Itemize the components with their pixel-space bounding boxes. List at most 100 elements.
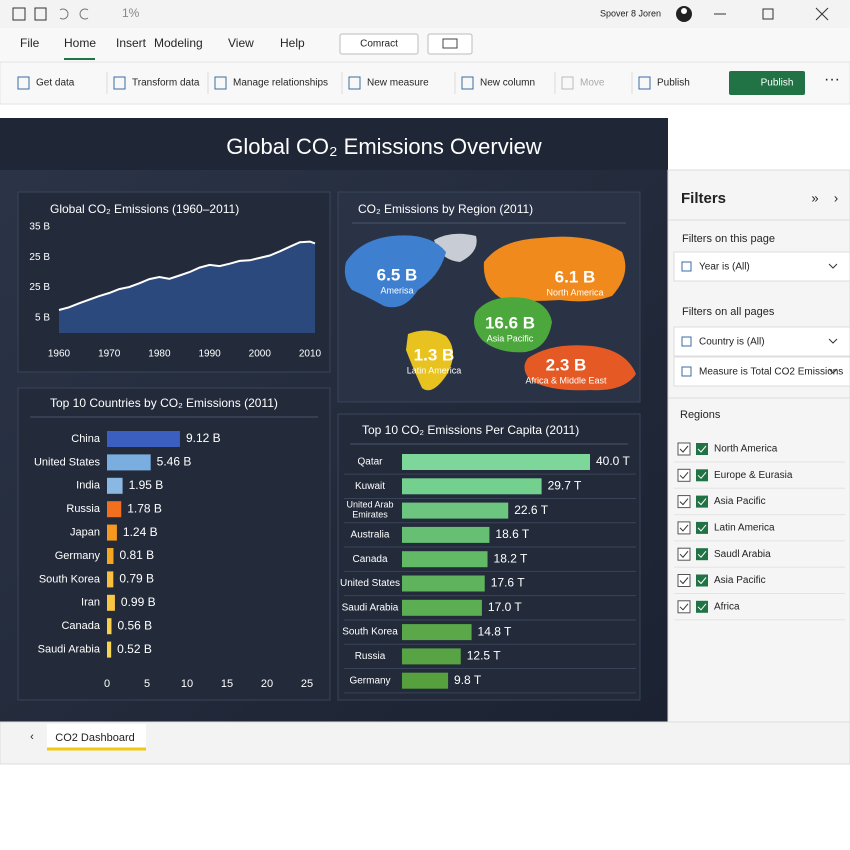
undo-icon[interactable]	[59, 8, 69, 20]
save-icon[interactable]	[34, 7, 47, 21]
region-option[interactable]: North America	[714, 444, 778, 455]
region-option[interactable]: Saudl Arabia	[714, 549, 771, 560]
filter-icon	[681, 366, 692, 377]
x-tick-label: 1970	[98, 349, 121, 360]
collapse-button[interactable]: »	[811, 190, 818, 205]
region-name: Asia Pacific	[487, 333, 534, 343]
region-shape[interactable]	[474, 297, 552, 353]
menu-item[interactable]: Help	[280, 36, 305, 50]
bar[interactable]	[402, 648, 461, 665]
checkbox-outer[interactable]	[677, 600, 691, 614]
checkbox-inner[interactable]	[696, 469, 708, 482]
checkbox-inner[interactable]	[696, 574, 708, 587]
bar[interactable]	[107, 524, 117, 541]
category-label: Germany	[349, 675, 390, 686]
filter-chevron[interactable]	[828, 338, 838, 344]
ribbon-button[interactable]: Move	[580, 78, 605, 89]
menu-item[interactable]: Insert	[116, 36, 147, 50]
menu-item[interactable]: View	[228, 36, 254, 50]
checkbox-inner[interactable]	[696, 521, 708, 534]
bar[interactable]	[107, 641, 112, 658]
region-option[interactable]: Asia Pacific	[714, 575, 766, 586]
bar[interactable]	[402, 478, 542, 495]
checkbox-outer[interactable]	[677, 442, 691, 456]
region-option[interactable]: Africa	[714, 601, 740, 612]
region-shape[interactable]	[406, 330, 453, 391]
filter-text[interactable]: Country is (All)	[699, 337, 765, 348]
value-label: 0.79 B	[119, 572, 154, 586]
ribbon	[0, 61, 850, 105]
region-option[interactable]: Latin America	[714, 523, 775, 534]
region-shape[interactable]	[483, 236, 626, 302]
more-button[interactable]: ···	[824, 71, 840, 88]
category-label: Kuwait	[355, 481, 385, 492]
bar[interactable]	[402, 575, 485, 592]
filter-chevron[interactable]	[828, 368, 838, 374]
bar[interactable]	[107, 501, 122, 518]
bar[interactable]	[107, 477, 123, 494]
ribbon-button[interactable]: Get data	[36, 78, 75, 89]
maximize-button[interactable]	[762, 8, 774, 20]
bar[interactable]	[107, 548, 114, 564]
region-option[interactable]: Europe & Eurasia	[714, 470, 793, 481]
value-label: 18.2 T	[494, 551, 528, 565]
close-button[interactable]	[815, 7, 829, 21]
checkbox-outer[interactable]	[677, 521, 691, 535]
ribbon-button[interactable]: Transform data	[132, 78, 200, 89]
checkbox-inner[interactable]	[696, 443, 708, 455]
publish-primary-label[interactable]: Publish	[761, 78, 794, 89]
menu-item[interactable]: Home	[64, 36, 96, 50]
ribbon-button[interactable]: Publish	[657, 78, 690, 89]
checkbox-inner[interactable]	[696, 600, 708, 613]
filter-card[interactable]	[673, 251, 850, 282]
checkbox-outer[interactable]	[677, 547, 691, 561]
bar[interactable]	[107, 454, 151, 471]
tab-scroll-left[interactable]: ‹	[30, 731, 34, 743]
region-option[interactable]: Asia Pacific	[714, 496, 766, 507]
region-shape[interactable]	[524, 345, 636, 391]
checkbox-inner[interactable]	[696, 495, 708, 508]
bar[interactable]	[402, 672, 449, 689]
filter-icon	[681, 336, 692, 347]
page-tab-label[interactable]: CO2 Dashboard	[55, 732, 135, 744]
menu-item[interactable]: File	[20, 36, 40, 50]
checkbox-outer[interactable]	[677, 468, 691, 482]
section-heading: Filters on all pages	[682, 306, 775, 318]
page-tab[interactable]	[47, 724, 146, 750]
bar[interactable]	[107, 594, 115, 611]
zoom-level[interactable]: 1%	[122, 6, 140, 20]
filter-chevron[interactable]	[828, 263, 838, 269]
filter-card[interactable]	[673, 326, 850, 357]
bar[interactable]	[107, 618, 112, 635]
bar[interactable]	[402, 526, 490, 543]
present-button[interactable]	[427, 33, 473, 55]
ribbon-button[interactable]: New measure	[367, 78, 429, 89]
bar[interactable]	[107, 431, 180, 447]
value-label: 22.6 T	[514, 503, 548, 517]
region-name: Amerisa	[380, 285, 413, 295]
value-label: 0.56 B	[117, 618, 152, 632]
bar[interactable]	[402, 551, 488, 568]
checkbox-outer[interactable]	[677, 495, 691, 509]
redo-icon[interactable]	[79, 8, 89, 20]
category-label: United States	[34, 456, 101, 468]
ribbon-button[interactable]: New column	[480, 78, 535, 89]
filter-text[interactable]: Year is (All)	[699, 262, 750, 273]
menu-item[interactable]: Modeling	[154, 36, 203, 50]
bar[interactable]	[402, 624, 472, 641]
bar[interactable]	[402, 454, 590, 470]
filter-card[interactable]	[673, 356, 850, 387]
bar[interactable]	[402, 502, 509, 519]
filter-text[interactable]: Measure is Total CO2 Emissions	[699, 367, 843, 378]
bar[interactable]	[402, 599, 482, 616]
checkbox-outer[interactable]	[677, 574, 691, 587]
expand-button[interactable]: ›	[834, 190, 838, 205]
bar[interactable]	[107, 571, 114, 588]
publish-primary-button[interactable]	[729, 71, 805, 95]
region-shape[interactable]	[344, 235, 446, 308]
connect-button[interactable]	[339, 33, 419, 55]
connect-label[interactable]: Comract	[360, 39, 398, 50]
checkbox-inner[interactable]	[696, 548, 708, 561]
value-label: 0.81 B	[119, 548, 154, 562]
ribbon-button[interactable]: Manage relationships	[233, 78, 328, 89]
